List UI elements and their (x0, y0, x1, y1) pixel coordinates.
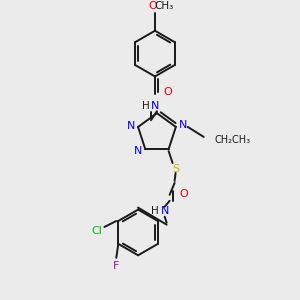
Text: N: N (178, 120, 187, 130)
Text: O: O (148, 1, 158, 11)
Text: N: N (151, 101, 159, 111)
Text: CH₃: CH₃ (154, 1, 173, 11)
Text: N: N (127, 121, 135, 131)
Text: F: F (113, 261, 119, 271)
Text: Cl: Cl (91, 226, 102, 236)
Text: S: S (172, 164, 179, 174)
Text: N: N (160, 206, 169, 216)
Text: O: O (164, 87, 172, 97)
Text: CH₂CH₃: CH₂CH₃ (214, 135, 251, 145)
Text: N: N (134, 146, 142, 156)
Text: H: H (142, 101, 150, 111)
Text: H: H (151, 206, 159, 216)
Text: O: O (179, 189, 188, 199)
